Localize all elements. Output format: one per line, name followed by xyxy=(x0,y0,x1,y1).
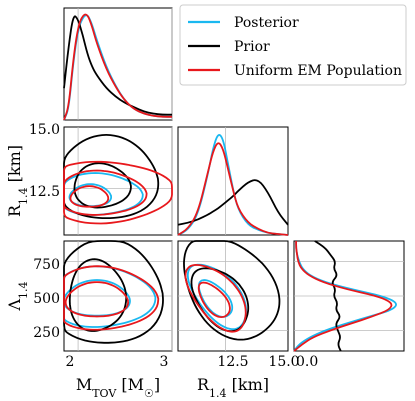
tick-r14x-15.0: 15.0 xyxy=(268,354,299,370)
legend-label-uniform-em: Uniform EM Population xyxy=(234,63,402,79)
xlabel-r14: R1.4 [km] xyxy=(197,375,269,400)
contour-mtov-lam-posterior xyxy=(63,279,131,317)
marginal-lam-uniform-em-population xyxy=(293,241,393,352)
marginal-lam-prior xyxy=(314,240,342,352)
contour-mtov-lam-uniform-em-population xyxy=(64,281,129,318)
contour-mtov-r14-uniform-em-population xyxy=(69,185,110,208)
grid-lines xyxy=(64,8,404,351)
tick-r14y-15.0: 15.0 xyxy=(29,122,60,138)
contour-mtov-lam-uniform-em-population xyxy=(63,265,160,331)
marginal-mtov-posterior xyxy=(63,14,172,121)
curves xyxy=(63,13,397,352)
legend-label-prior: Prior xyxy=(234,39,270,55)
tick-lam-500: 500 xyxy=(33,291,60,307)
tick-lam-750: 750 xyxy=(33,257,60,273)
ylabel-r14: R1.4 [km] xyxy=(5,145,30,217)
contour-mtov-r14-uniform-em-population xyxy=(63,160,173,225)
tick-mtov-2: 2 xyxy=(66,354,75,370)
contour-r14-lam-posterior xyxy=(198,279,234,318)
panel-r14-marginal xyxy=(177,126,289,236)
marginal-lam-posterior xyxy=(293,241,397,352)
xlabel-mtov: MTOV [M☉] xyxy=(76,375,160,400)
ylabel-lam: Λ1.4 xyxy=(5,281,30,311)
contour-mtov-lam-prior xyxy=(68,258,128,332)
tick-lamx-0.0: 0.0 xyxy=(296,354,318,370)
marginal-r14-prior xyxy=(177,179,289,226)
marginal-r14-uniform-em-population xyxy=(177,142,289,236)
tick-mtov-3: 3 xyxy=(160,354,169,370)
tick-r14x-12.5: 12.5 xyxy=(217,354,248,370)
legend-label-posterior: Posterior xyxy=(234,15,299,31)
marginal-mtov-uniform-em-population xyxy=(63,13,172,121)
contour-r14-lam-uniform-em-population xyxy=(184,264,247,333)
tick-r14y-12.5: 12.5 xyxy=(29,184,60,200)
contour-r14-lam-prior xyxy=(190,267,250,333)
tick-lam-250: 250 xyxy=(33,325,60,341)
contour-r14-lam-prior xyxy=(183,240,281,341)
contour-r14-lam-uniform-em-population xyxy=(197,281,231,318)
contour-mtov-r14-prior xyxy=(73,162,132,209)
legend-box xyxy=(179,4,407,86)
legend: Posterior Prior Uniform EM Population xyxy=(179,4,407,86)
marginal-mtov-prior xyxy=(63,15,172,116)
contour-r14-lam-posterior xyxy=(186,263,247,331)
